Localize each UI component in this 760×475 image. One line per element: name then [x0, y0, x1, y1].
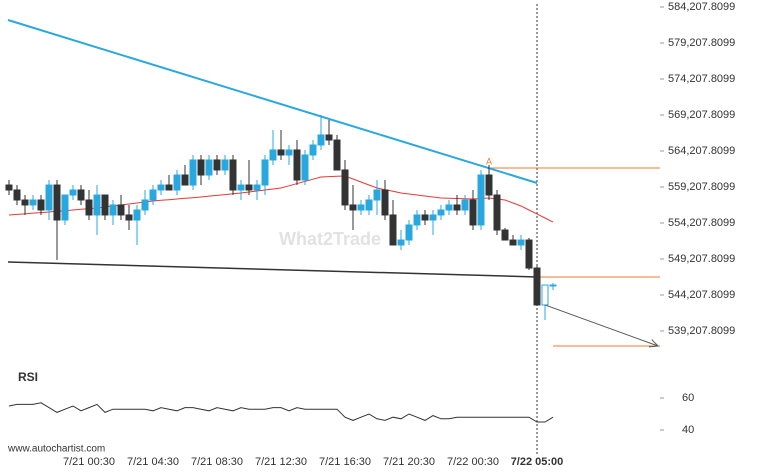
candle-body: [213, 159, 221, 171]
candle-body: [421, 214, 429, 221]
candle-body: [141, 199, 149, 211]
resistance-line: [7, 19, 538, 184]
candle-body: [549, 284, 557, 287]
rsi-tick-label: 40: [682, 424, 694, 436]
candle-body: [45, 184, 53, 211]
x-tick-label: 7/21 08:30: [191, 456, 243, 468]
candle-body: [349, 204, 357, 211]
candle-body: [437, 209, 445, 216]
candle-body: [357, 204, 365, 211]
candle-body: [397, 239, 405, 246]
candle-body: [453, 204, 461, 211]
candle-body: [165, 184, 173, 191]
candle-body: [53, 184, 61, 221]
candle-body: [429, 214, 437, 221]
candle-body: [269, 149, 277, 161]
rsi-title: RSI: [18, 370, 38, 384]
candle-body: [117, 204, 125, 216]
y-tick-label: 544,207.8099: [668, 289, 735, 301]
forecast-arrow: [544, 304, 659, 347]
x-tick-label: 7/22 00:30: [447, 456, 499, 468]
candle-body: [221, 159, 229, 171]
arrow-head: [648, 339, 660, 348]
x-tick-label: 7/21 20:30: [383, 456, 435, 468]
rsi-tick-label: 60: [682, 392, 694, 404]
candle-body: [285, 149, 293, 156]
candle-body: [125, 214, 133, 221]
y-tick-label: 549,207.8099: [668, 253, 735, 265]
x-tick-label: 7/21 00:30: [63, 456, 115, 468]
candle-body: [85, 199, 93, 216]
y-tick-label: 569,207.8099: [668, 109, 735, 121]
watermark: What2Trade: [279, 229, 381, 249]
candle-body: [21, 199, 29, 206]
candle-body: [333, 139, 341, 171]
candle-body: [181, 174, 189, 186]
candle-body: [413, 214, 421, 226]
rsi-line: [8, 402, 554, 423]
candle-body: [341, 169, 349, 206]
y-tick-label: 579,207.8099: [668, 37, 735, 49]
candle-body: [253, 184, 261, 191]
candle-body: [261, 159, 269, 186]
x-tick-label: 7/22 05:00: [511, 456, 564, 468]
candle-body: [197, 159, 205, 176]
candle-body: [317, 134, 325, 146]
candle-body: [229, 159, 237, 191]
candle-body: [533, 267, 541, 306]
y-tick-label: 539,207.8099: [668, 325, 735, 337]
candle-body: [309, 144, 317, 156]
candle-body: [13, 189, 21, 201]
x-tick-label: 7/21 04:30: [127, 456, 179, 468]
y-tick-label: 574,207.8099: [668, 73, 735, 85]
candle-body: [157, 184, 165, 191]
candle-body: [381, 189, 389, 216]
support-line: [7, 261, 538, 278]
candle-body: [189, 159, 197, 186]
y-tick-label: 559,207.8099: [668, 181, 735, 193]
candle-body: [541, 284, 549, 306]
candle-body: [5, 184, 13, 191]
candle-body: [373, 189, 381, 201]
candle-body: [485, 174, 493, 196]
candle-body: [501, 229, 509, 241]
candle-body: [405, 224, 413, 241]
candle-body: [149, 189, 157, 201]
candle-body: [525, 239, 533, 269]
candle-body: [325, 134, 333, 141]
pattern-label: A: [486, 156, 492, 166]
candle-body: [173, 174, 181, 191]
candle-body: [237, 184, 245, 191]
candle-body: [205, 159, 213, 176]
candle-body: [517, 239, 525, 246]
candle-body: [61, 194, 69, 221]
x-tick-label: 7/21 12:30: [255, 456, 307, 468]
candle-body: [93, 194, 101, 216]
candle-body: [389, 214, 397, 246]
source: www.autochartist.com: [7, 444, 105, 455]
candle-body: [101, 194, 109, 216]
candle-body: [245, 184, 253, 191]
x-tick-label: 7/21 16:30: [319, 456, 371, 468]
candle-body: [365, 199, 373, 211]
candle-body: [493, 194, 501, 231]
candle-body: [445, 204, 453, 211]
candle-body: [69, 189, 77, 196]
candle-body: [469, 199, 477, 226]
candle-body: [277, 149, 285, 156]
candle-body: [293, 149, 301, 181]
candle-body: [509, 239, 517, 246]
candle-body: [461, 199, 469, 211]
y-tick-label: 554,207.8099: [668, 217, 735, 229]
y-tick-label: 564,207.8099: [668, 145, 735, 157]
candle-body: [109, 204, 117, 216]
candle-body: [477, 174, 485, 226]
candle-body: [37, 199, 45, 211]
candle-body: [77, 189, 85, 201]
y-tick-label: 584,207.8099: [668, 1, 735, 13]
candle-body: [29, 199, 37, 206]
candle-body: [301, 154, 309, 181]
candle-body: [133, 209, 141, 221]
